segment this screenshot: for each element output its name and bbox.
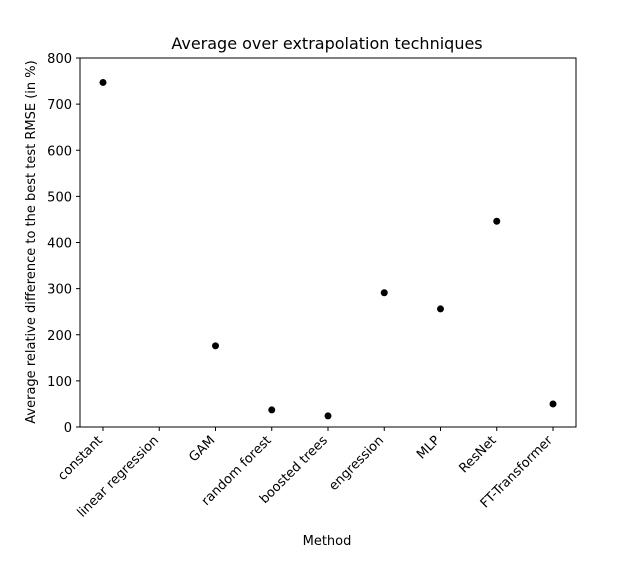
x-axis-label: Method — [303, 534, 352, 549]
y-axis-label: Average relative difference to the best … — [24, 60, 39, 423]
x-tick-label: MLP — [414, 433, 443, 462]
y-tick-label: 300 — [47, 283, 72, 298]
data-point — [324, 412, 332, 420]
y-tick-label: 0 — [64, 421, 72, 436]
y-tick-label: 400 — [47, 237, 72, 252]
data-point — [212, 342, 219, 350]
y-tick-label: 200 — [47, 329, 72, 344]
data-point — [268, 406, 276, 414]
y-tick-label: 500 — [47, 190, 72, 205]
data-point — [549, 400, 557, 408]
x-tick-label: GAM — [186, 433, 218, 465]
data-point — [437, 305, 444, 313]
x-tick-label: constant — [55, 433, 106, 484]
y-tick-label: 800 — [47, 52, 72, 67]
y-tick-label: 700 — [47, 98, 72, 113]
y-tick-label: 600 — [47, 144, 72, 159]
y-axis: 0 100 200 300 400 500 600 700 800 — [47, 52, 80, 436]
x-tick-label: engression — [326, 433, 387, 494]
data-point — [493, 217, 501, 225]
data-point — [380, 289, 388, 297]
data-points — [99, 78, 557, 420]
plot-frame — [79, 57, 577, 428]
y-tick-label: 100 — [47, 375, 72, 390]
chart-title: Average over extrapolation techniques — [171, 34, 482, 53]
x-tick-label: ResNet — [456, 433, 499, 476]
data-point — [99, 78, 107, 86]
